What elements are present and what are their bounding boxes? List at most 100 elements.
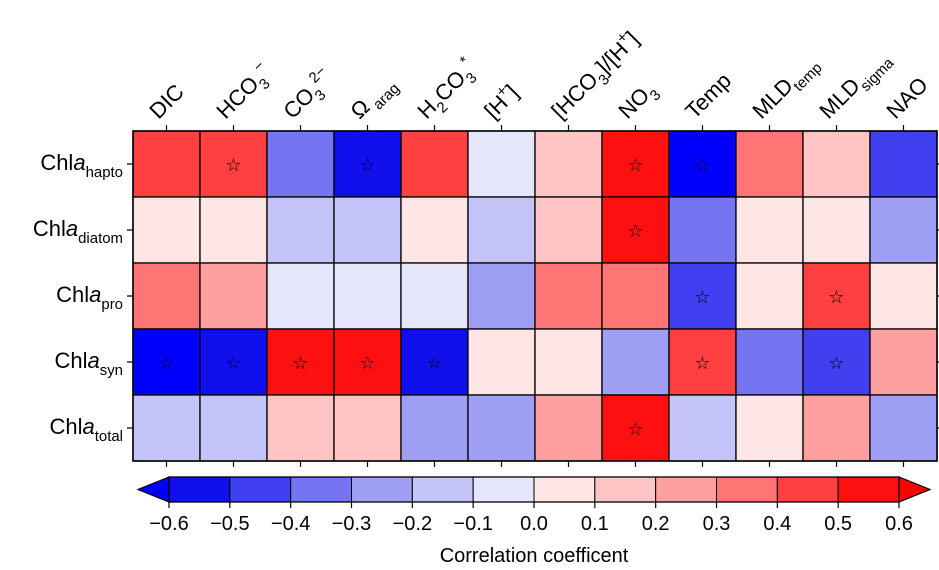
colorbar-tick-label: −0.1 [453, 513, 492, 535]
heatmap-cell-syn-mld_temp [735, 328, 804, 396]
heatmap-cell-total-temp [668, 394, 737, 462]
significance-star: ☆ [694, 155, 710, 175]
column-label-h: [H+] [477, 78, 523, 124]
significance-star: ☆ [292, 353, 308, 373]
colorbar-segment [472, 476, 535, 503]
colorbar-segment [411, 476, 474, 503]
heatmap-cell-hapto-hco3 [199, 130, 268, 198]
significance-star: ☆ [359, 155, 375, 175]
colorbar-tick-label: 0.5 [824, 513, 852, 535]
heatmap-cell-hapto-mld_sigma [802, 130, 871, 198]
colorbar-segment [533, 476, 596, 503]
column-label-mld_temp: MLDtemp [747, 49, 825, 127]
colorbar-tick-label: −0.5 [210, 513, 249, 535]
heatmap-cells: ☆ ☆ ☆ ☆ ☆ ☆ ☆ ☆ ☆ ☆ ☆ ☆ ☆ ☆ ☆ [132, 130, 938, 462]
significance-star: ☆ [828, 287, 844, 307]
heatmap-cell-diatom-temp [668, 196, 737, 264]
heatmap-cell-total-hco3 [199, 394, 268, 462]
heatmap-cell-diatom-co3 [266, 196, 335, 264]
colorbar-segment [351, 476, 413, 503]
colorbar-segment [716, 476, 778, 503]
heatmap-cell-total-mld_sigma [802, 394, 871, 462]
heatmap-cell-pro-no3 [601, 262, 670, 330]
column-label-dic: DIC [144, 79, 189, 124]
significance-star: ☆ [694, 353, 710, 373]
row-label-diatom: Chladiatom [33, 216, 123, 247]
heatmap-cell-total-nao [869, 394, 938, 462]
heatmap-cell-diatom-hco3 [199, 196, 268, 264]
column-label-co3: CO32− [276, 63, 341, 128]
heatmap-cell-pro-mld_temp [735, 262, 804, 330]
colorbar-segment [229, 476, 292, 503]
colorbar-tick-label: 0.1 [581, 513, 609, 535]
significance-star: ☆ [158, 353, 174, 373]
heatmap-cell-pro-omega [333, 262, 402, 330]
heatmap-cell-hapto-mld_temp [735, 130, 804, 198]
heatmap-cell-diatom-mld_sigma [802, 196, 871, 264]
row-label-syn: Chlasyn [54, 348, 123, 379]
row-label-total: Chlatotal [49, 414, 123, 445]
significance-star: ☆ [359, 353, 375, 373]
heatmap-cell-syn-no3 [601, 328, 670, 396]
colorbar-tick-label: 0.4 [763, 513, 791, 535]
colorbar-label: Correlation coefficent [440, 545, 629, 567]
column-label-hco3: HCO3− [209, 57, 280, 128]
column-label-no3: NO3 [613, 77, 664, 128]
heatmap-cell-diatom-dic [132, 196, 201, 264]
colorbar-tick-label: 0.6 [885, 513, 913, 535]
column-label-nao: NAO [881, 72, 932, 123]
significance-star: ☆ [828, 353, 844, 373]
colorbar-segment [168, 476, 231, 503]
heatmap-cell-hapto-omega [333, 130, 402, 198]
row-label-hapto: Chlahapto [40, 150, 123, 181]
heatmap-cell-pro-co3 [266, 262, 335, 330]
colorbar-tick-label: 0.0 [520, 513, 548, 535]
heatmap-cell-syn-co3 [266, 328, 335, 396]
column-label-omega: Ω arag [345, 70, 403, 128]
heatmap-cell-hapto-hco3_h [534, 130, 603, 198]
colorbar-tick-label: 0.2 [642, 513, 670, 535]
heatmap-cell-hapto-nao [869, 130, 938, 198]
column-label-h2co3: H2CO3* [410, 53, 485, 128]
heatmap-cell-pro-dic [132, 262, 201, 330]
heatmap-frame [127, 125, 939, 467]
heatmap-cell-hapto-dic [132, 130, 201, 198]
significance-star: ☆ [627, 155, 643, 175]
heatmap-cell-diatom-h2co3 [400, 196, 469, 264]
colorbar-segment [655, 476, 718, 503]
heatmap-cell-syn-nao [869, 328, 938, 396]
significance-star: ☆ [694, 287, 710, 307]
heatmap-cell-total-hco3_h [534, 394, 603, 462]
significance-star: ☆ [426, 353, 442, 373]
colorbar-extend-low [136, 476, 170, 503]
colorbar-segment [837, 476, 900, 503]
heatmap-cell-hapto-co3 [266, 130, 335, 198]
heatmap-cell-diatom-h [467, 196, 536, 264]
colorbar-extend-high [898, 476, 932, 503]
column-label-mld_sigma: MLDsigma [814, 44, 897, 127]
heatmap-cell-diatom-hco3_h [534, 196, 603, 264]
heatmap-cell-total-h2co3 [400, 394, 469, 462]
heatmap-cell-total-h [467, 394, 536, 462]
column-labels: DIC HCO3−CO32−Ω arag H2CO3*[H+] [HCO3]/[H+]… [144, 26, 932, 128]
colorbar-tick-label: 0.3 [703, 513, 731, 535]
significance-star: ☆ [225, 155, 241, 175]
column-label-temp: Temp [680, 68, 736, 124]
colorbar-segment [776, 476, 839, 503]
heatmap-cell-syn-hco3_h [534, 328, 603, 396]
heatmap-cell-pro-nao [869, 262, 938, 330]
heatmap-cell-pro-h [467, 262, 536, 330]
row-label-pro: Chlapro [56, 282, 123, 313]
significance-star: ☆ [627, 221, 643, 241]
significance-star: ☆ [225, 353, 241, 373]
colorbar-tick-label: −0.6 [149, 513, 188, 535]
heatmap-cell-pro-temp [668, 262, 737, 330]
heatmap-cell-hapto-h2co3 [400, 130, 469, 198]
colorbar-segment [594, 476, 657, 503]
heatmap-cell-total-omega [333, 394, 402, 462]
heatmap-cell-syn-h [467, 328, 536, 396]
colorbar-segment [290, 476, 352, 503]
heatmap-cell-total-dic [132, 394, 201, 462]
row-labels: Chlahapto Chladiatom Chlapro Chlasyn Chlatot… [33, 150, 123, 445]
